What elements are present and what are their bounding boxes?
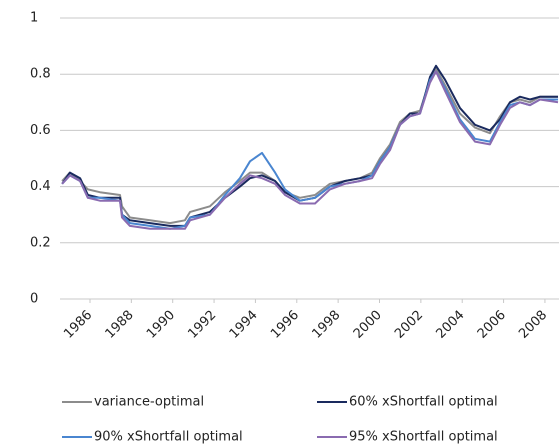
series-line — [61, 67, 558, 225]
legend-label: 90% xShortfall optimal — [94, 430, 243, 445]
y-tick-label: 0.6 — [30, 123, 51, 138]
x-tick-label: 1990 — [144, 308, 178, 342]
y-tick-label: 1 — [30, 11, 38, 26]
x-tick-label: 2000 — [351, 308, 385, 342]
legend-label: variance-optimal — [94, 395, 204, 410]
y-tick-label: 0.4 — [30, 179, 51, 194]
legend-label: 95% xShortfall optimal — [349, 430, 498, 445]
x-tick-label: 1996 — [268, 308, 302, 342]
legend-label: 60% xShortfall optimal — [349, 395, 498, 410]
y-tick-label: 0 — [30, 292, 38, 307]
x-tick-label: 2004 — [434, 308, 468, 342]
series-line — [61, 70, 559, 230]
y-tick-label: 0.2 — [30, 235, 51, 250]
y-tick-label: 0.8 — [30, 67, 51, 82]
x-tick-label: 1988 — [103, 308, 137, 342]
x-tick-label: 1994 — [227, 308, 261, 342]
x-tick-label: 1992 — [185, 308, 219, 342]
x-tick-label: 2008 — [516, 308, 550, 342]
series-line — [61, 70, 558, 230]
x-tick-label: 2006 — [475, 308, 509, 342]
x-tick-label: 1998 — [309, 308, 343, 342]
x-tick-label: 2002 — [392, 308, 426, 342]
x-tick-label: 1986 — [61, 308, 95, 342]
series-line — [61, 64, 558, 227]
